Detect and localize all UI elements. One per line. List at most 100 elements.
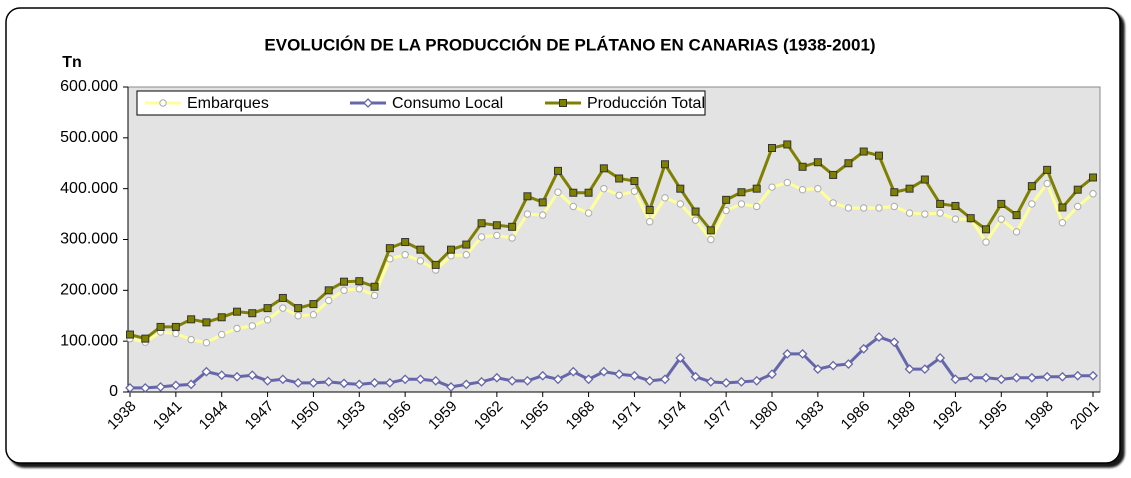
point [797,348,808,359]
point [598,366,609,377]
point [599,164,608,173]
point [507,375,518,386]
point [644,375,655,386]
y-tick-label: 100.000 [60,332,118,349]
point [812,364,823,375]
point [936,199,945,208]
point [156,322,165,331]
point [935,353,946,363]
point [415,374,426,385]
point [982,238,990,246]
point [1042,371,1053,382]
point [615,191,623,199]
legend-label: Producción Total [587,95,705,112]
series-line [130,335,1093,390]
point [477,219,486,228]
point [233,324,241,333]
y-tick-label: 600.000 [60,78,118,95]
point [263,304,272,313]
point [216,370,227,381]
point [232,371,242,382]
point [1028,200,1036,208]
point [248,309,257,318]
point [416,245,425,254]
point [401,238,410,247]
point [493,231,501,240]
point [844,159,853,168]
point [201,366,212,377]
point [539,211,547,219]
point [187,335,195,344]
point [476,376,487,387]
y-tick-label: 200.000 [60,282,118,299]
point [262,375,273,386]
point [325,296,333,305]
point [829,170,838,179]
point [447,245,455,254]
point [705,376,716,387]
chart-title: EVOLUCIÓN DE LA PRODUCCIÓN DE PLÁTANO EN… [264,35,875,54]
point [172,329,180,338]
point [462,240,471,249]
y-tick-label: 500.000 [60,129,118,146]
point [446,381,456,392]
point [798,162,807,171]
point [722,206,730,215]
point [904,364,915,375]
point [461,379,472,390]
point [1011,372,1022,383]
point [370,282,379,291]
point [1043,165,1052,174]
point [278,293,287,302]
point [430,375,441,386]
point [584,209,593,217]
point [751,375,762,386]
point [431,260,440,269]
point [1074,202,1082,211]
point [492,221,501,230]
point [126,330,134,339]
point [951,201,960,210]
point [768,144,776,152]
point [217,313,226,322]
point [782,348,793,359]
point [675,353,686,363]
point [279,304,287,312]
point [186,379,197,390]
series-line [129,180,1094,345]
point [614,369,625,380]
point [584,188,593,197]
point [768,183,776,191]
point [140,383,151,393]
point [522,375,533,386]
point [553,374,563,385]
point [491,372,502,383]
point [828,360,839,371]
point [920,175,929,184]
point [363,98,373,108]
point [559,99,567,107]
point [1089,190,1097,198]
point [277,374,288,385]
point [1058,219,1067,227]
point [323,376,334,387]
point [1027,182,1036,191]
point [965,372,976,383]
point [783,140,792,149]
point [462,251,470,259]
point [1058,203,1067,212]
point [829,199,837,207]
point [660,374,670,385]
point [569,188,578,197]
point [508,222,517,231]
plot-area [127,86,1101,393]
point [155,381,166,392]
point [630,187,639,195]
point [997,199,1006,208]
point [248,322,256,330]
point [385,244,394,253]
point [1012,228,1021,236]
point [646,218,654,226]
point [844,204,853,212]
